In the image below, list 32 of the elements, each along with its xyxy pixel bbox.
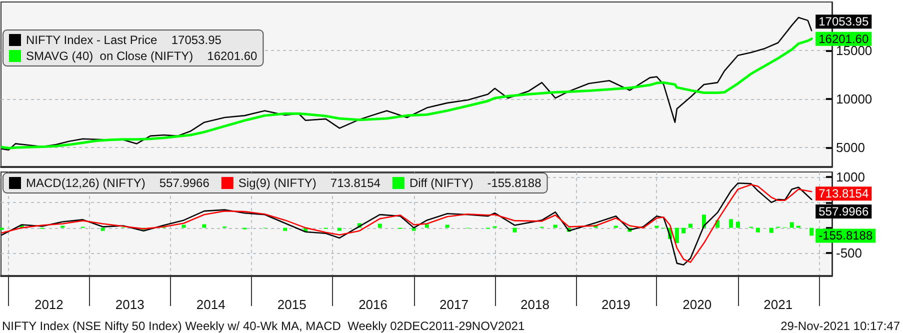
- text: 557.9966: [159, 176, 210, 190]
- x-tick-label: 2013: [115, 297, 144, 312]
- x-tick-label: 2019: [601, 297, 630, 312]
- legend-label: NIFTY Index - Last Price: [26, 33, 158, 47]
- x-tick-label: 2016: [358, 297, 388, 312]
- x-tick-label: 2014: [196, 297, 226, 312]
- y-tick-label: 1000: [836, 170, 865, 185]
- text: 17053.95: [171, 33, 222, 47]
- annotation: -155.8188: [818, 228, 873, 243]
- x-tick-label: 2021: [764, 297, 793, 312]
- data-label: 16201.60: [818, 32, 869, 46]
- text: 29-Nov-2021 10:17:47: [780, 319, 900, 333]
- x-tick-label: 2012: [34, 297, 64, 312]
- y-tick-label: 10000: [836, 92, 872, 107]
- text: 713.8154: [330, 176, 380, 190]
- legend-label: Sig(9) (NIFTY): [238, 176, 316, 190]
- legend-label: SMAVG (40) on Close (NIFTY): [26, 49, 194, 63]
- y-tick-label: 15000: [836, 43, 872, 58]
- x-tick-label: 2015: [277, 297, 306, 312]
- y-tick-label: 5000: [836, 140, 865, 156]
- text: 16201.60: [207, 49, 258, 63]
- x-tick-label: 2020: [682, 297, 712, 312]
- x-tick-label: 2018: [520, 297, 550, 312]
- legend-label: Diff (NIFTY): [409, 176, 474, 190]
- data-label: 17053.95: [818, 14, 869, 29]
- y-tick-label: -500: [836, 246, 862, 261]
- text: -155.8188: [487, 176, 542, 190]
- data-label: 713.8154: [818, 186, 869, 201]
- x-tick-label: 2017: [440, 297, 468, 312]
- legend-label: MACD(12,26) (NIFTY): [26, 176, 146, 190]
- data-label: 557.9966: [818, 204, 869, 218]
- text: NIFTY Index (NSE Nifty 50 Index) Weekly w/ 40-Wk MA, MACD Weekly 02DEC2011-29NOV2021: [2, 319, 525, 333]
